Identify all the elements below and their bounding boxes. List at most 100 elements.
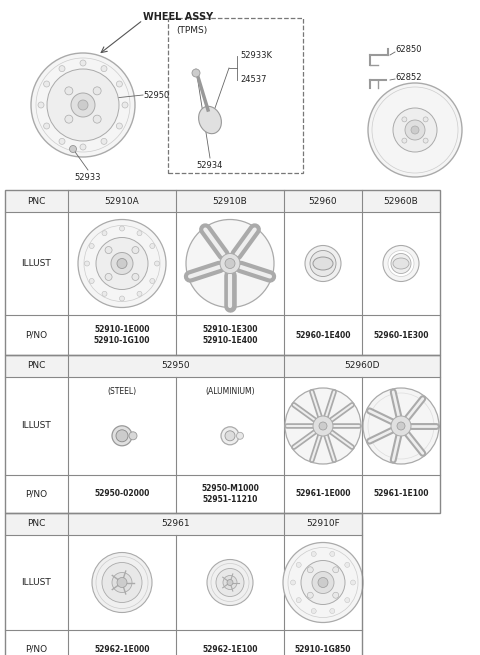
Circle shape xyxy=(285,388,361,464)
Circle shape xyxy=(89,244,94,248)
Text: 62852: 62852 xyxy=(395,73,421,83)
Circle shape xyxy=(423,117,428,122)
Circle shape xyxy=(80,60,86,66)
Circle shape xyxy=(112,426,132,446)
Circle shape xyxy=(102,563,142,603)
Circle shape xyxy=(65,115,73,123)
Circle shape xyxy=(31,53,135,157)
Circle shape xyxy=(78,100,88,110)
Text: 52962-1E000: 52962-1E000 xyxy=(94,645,150,654)
Circle shape xyxy=(318,578,328,588)
Circle shape xyxy=(283,542,363,622)
Text: PNC: PNC xyxy=(27,196,46,206)
Bar xyxy=(5,630,362,655)
Bar xyxy=(5,535,362,630)
Circle shape xyxy=(388,250,414,276)
Text: 52910B: 52910B xyxy=(213,196,247,206)
Circle shape xyxy=(391,253,411,274)
Circle shape xyxy=(117,259,127,269)
Text: 62850: 62850 xyxy=(395,45,421,54)
Circle shape xyxy=(310,250,336,276)
Text: WHEEL ASSY: WHEEL ASSY xyxy=(143,12,213,22)
Circle shape xyxy=(111,252,133,274)
Ellipse shape xyxy=(199,106,221,134)
Circle shape xyxy=(405,120,425,140)
Circle shape xyxy=(227,580,233,586)
Circle shape xyxy=(101,66,107,71)
Text: 52961-1E000: 52961-1E000 xyxy=(295,489,351,498)
Text: PNC: PNC xyxy=(27,519,46,529)
Circle shape xyxy=(38,102,44,108)
Circle shape xyxy=(155,261,159,266)
Circle shape xyxy=(307,592,313,598)
Text: 52910-1G850: 52910-1G850 xyxy=(295,645,351,654)
Circle shape xyxy=(59,138,65,144)
Ellipse shape xyxy=(393,258,409,269)
Circle shape xyxy=(411,126,419,134)
Bar xyxy=(5,355,440,377)
Circle shape xyxy=(225,431,235,441)
Text: PNC: PNC xyxy=(27,362,46,371)
Circle shape xyxy=(47,69,119,141)
Text: 52961: 52961 xyxy=(162,519,190,529)
Circle shape xyxy=(296,597,301,603)
Circle shape xyxy=(44,81,49,87)
Circle shape xyxy=(313,416,333,436)
Circle shape xyxy=(84,261,89,266)
Text: 52960D: 52960D xyxy=(344,362,380,371)
Circle shape xyxy=(92,553,152,612)
Circle shape xyxy=(102,231,107,236)
Circle shape xyxy=(216,569,244,597)
Text: 52961-1E100: 52961-1E100 xyxy=(373,489,429,498)
Circle shape xyxy=(117,578,127,588)
Bar xyxy=(5,315,440,355)
Circle shape xyxy=(71,93,95,117)
Text: 52960-1E400: 52960-1E400 xyxy=(295,331,351,339)
Circle shape xyxy=(296,563,301,567)
Circle shape xyxy=(330,608,335,614)
Circle shape xyxy=(132,273,139,280)
Text: ILLUST: ILLUST xyxy=(22,578,51,587)
Circle shape xyxy=(223,576,237,590)
Circle shape xyxy=(345,597,350,603)
Circle shape xyxy=(150,278,155,284)
Circle shape xyxy=(112,572,132,593)
Circle shape xyxy=(93,115,101,123)
Text: (ALUMINIUM): (ALUMINIUM) xyxy=(205,387,255,396)
Circle shape xyxy=(312,572,334,593)
Circle shape xyxy=(225,259,235,269)
Text: P/NO: P/NO xyxy=(25,489,48,498)
Circle shape xyxy=(393,108,437,152)
Circle shape xyxy=(96,238,148,290)
Text: 52950-02000: 52950-02000 xyxy=(94,489,150,498)
Circle shape xyxy=(330,552,335,557)
Circle shape xyxy=(290,580,296,585)
Circle shape xyxy=(132,246,139,253)
Text: 52910A: 52910A xyxy=(105,196,139,206)
Bar xyxy=(5,190,440,212)
Text: P/NO: P/NO xyxy=(25,331,48,339)
Circle shape xyxy=(122,102,128,108)
Circle shape xyxy=(78,219,166,307)
Circle shape xyxy=(101,138,107,144)
Circle shape xyxy=(207,559,253,605)
Circle shape xyxy=(186,219,274,307)
Text: 52934: 52934 xyxy=(197,160,223,170)
Text: 52910F: 52910F xyxy=(306,519,340,529)
Text: ILLUST: ILLUST xyxy=(22,259,51,268)
Circle shape xyxy=(80,144,86,150)
Bar xyxy=(5,475,440,513)
Bar xyxy=(5,513,362,535)
Circle shape xyxy=(116,430,128,442)
Circle shape xyxy=(333,592,339,598)
Circle shape xyxy=(383,246,419,282)
Circle shape xyxy=(220,253,240,274)
Text: 52962-1E100: 52962-1E100 xyxy=(202,645,258,654)
Circle shape xyxy=(44,123,49,129)
Circle shape xyxy=(237,432,243,440)
Circle shape xyxy=(397,422,405,430)
Circle shape xyxy=(129,432,137,440)
Circle shape xyxy=(102,291,107,296)
Circle shape xyxy=(402,117,407,122)
Circle shape xyxy=(221,427,239,445)
